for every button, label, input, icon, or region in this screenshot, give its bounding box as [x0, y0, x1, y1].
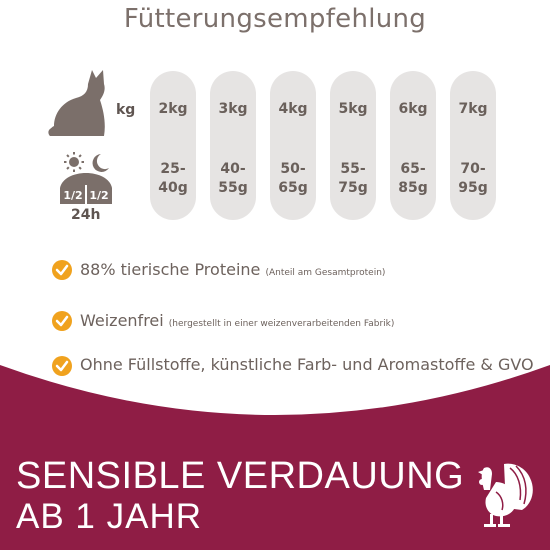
- weight-value: 5kg: [338, 101, 368, 117]
- portion-left: 1/2: [63, 189, 82, 202]
- feature-text: 88% tierische Proteine (Anteil am Gesamt…: [80, 260, 385, 279]
- page-title: Fütterungsempfehlung: [123, 4, 427, 34]
- feeding-column: 5kg 55- 75g: [330, 71, 376, 220]
- feeding-column: 7kg 70- 95g: [450, 71, 496, 220]
- orange-check-icon: [52, 311, 72, 331]
- feeding-column: 3kg 40- 55g: [210, 71, 256, 220]
- cat-silhouette-icon: [48, 70, 105, 136]
- orange-check-icon: [52, 260, 72, 280]
- period-label: 24h: [71, 207, 101, 223]
- feature-text: Weizenfrei (hergestellt in einer weizenv…: [80, 311, 394, 330]
- feature-text: Ohne Füllstoffe, künstliche Farb- und Ar…: [80, 355, 534, 374]
- sun-moon-icon: 1/2 1/2: [60, 152, 112, 204]
- feeding-column: 6kg 65- 85g: [390, 71, 436, 220]
- grams-value: 50- 65g: [278, 161, 308, 196]
- grams-value: 25- 40g: [158, 161, 188, 196]
- weight-value: 6kg: [398, 101, 428, 117]
- headline: SENSIBLE VERDAUUNG: [16, 455, 465, 497]
- feeding-column: 4kg 50- 65g: [270, 71, 316, 220]
- feeding-column: 2kg 25- 40g: [150, 71, 196, 220]
- feature-main: 88% tierische Proteine: [80, 260, 261, 279]
- portion-right: 1/2: [89, 189, 108, 202]
- feature-note: (hergestellt in einer weizenverarbeitend…: [168, 319, 395, 329]
- turkey-icon: [478, 463, 533, 527]
- weight-value: 4kg: [278, 101, 308, 117]
- feature-main: Weizenfrei: [80, 311, 164, 330]
- grams-value: 40- 55g: [218, 161, 248, 196]
- weight-value: 7kg: [458, 101, 488, 117]
- subheadline: AB 1 JAHR: [16, 497, 202, 536]
- weight-unit-label: kg: [116, 102, 136, 118]
- grams-value: 55- 75g: [338, 161, 368, 196]
- orange-check-icon: [52, 356, 72, 376]
- weight-value: 2kg: [158, 101, 188, 117]
- grams-value: 70- 95g: [458, 161, 488, 196]
- grams-value: 65- 85g: [398, 161, 428, 196]
- feature-note: (Anteil am Gesamtprotein): [265, 268, 386, 278]
- weight-value: 3kg: [218, 101, 248, 117]
